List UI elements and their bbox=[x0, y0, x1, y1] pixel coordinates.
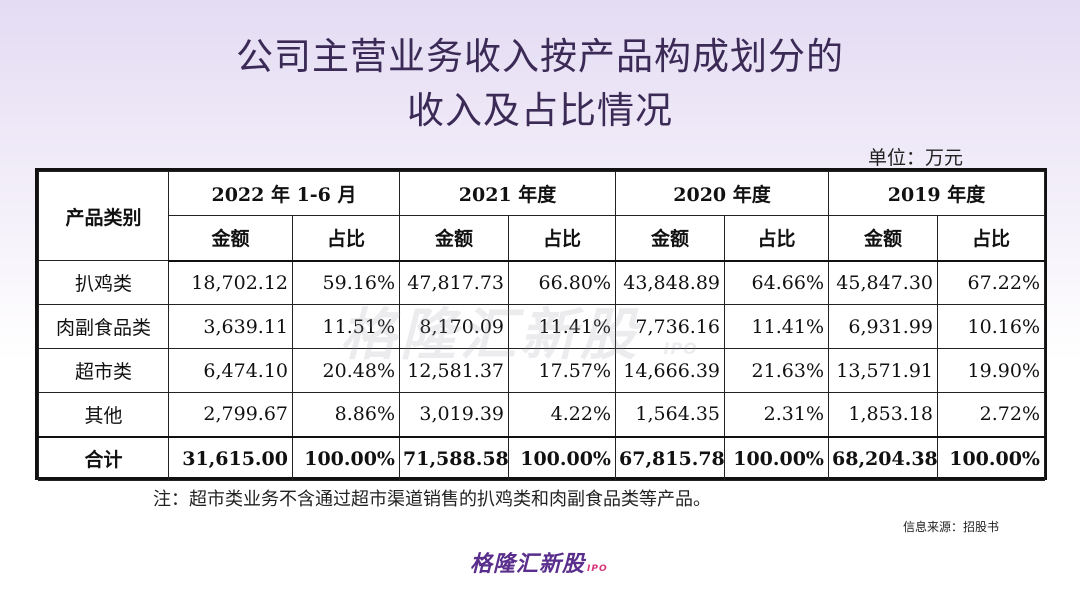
brand-logo: 格隆汇新股 IPO bbox=[470, 546, 608, 578]
amount-cell: 71,588.58 bbox=[399, 435, 509, 481]
amount-cell: 14,666.39 bbox=[615, 348, 725, 393]
ratio-cell: 17.57% bbox=[508, 348, 616, 393]
ratio-header: 占比 bbox=[508, 215, 616, 262]
unit-label: 单位：万元 bbox=[868, 147, 964, 169]
amount-header: 金额 bbox=[615, 215, 725, 262]
ratio-header: 占比 bbox=[724, 215, 829, 262]
header-row-metrics: 金额 占比 金额 占比 金额 占比 金额 占比 bbox=[39, 215, 1045, 262]
ratio-cell: 59.16% bbox=[292, 260, 400, 305]
ratio-cell: 100.00% bbox=[937, 435, 1045, 481]
period-header: 2021 年度 bbox=[399, 171, 616, 216]
amount-cell: 3,019.39 bbox=[399, 392, 509, 437]
amount-header: 金额 bbox=[828, 215, 938, 262]
period-header: 2019 年度 bbox=[828, 171, 1045, 216]
ratio-cell: 20.48% bbox=[292, 348, 400, 393]
amount-cell: 43,848.89 bbox=[615, 260, 725, 305]
ratio-cell: 11.41% bbox=[508, 304, 616, 349]
logo-suffix: IPO bbox=[587, 564, 608, 574]
page-title-line1: 公司主营业务收入按产品构成划分的 bbox=[236, 35, 844, 78]
row-category: 扒鸡类 bbox=[38, 260, 169, 305]
row-category: 肉副食品类 bbox=[38, 304, 169, 349]
amount-cell: 8,170.09 bbox=[399, 304, 509, 349]
amount-cell: 12,581.37 bbox=[399, 348, 509, 393]
ratio-cell: 11.51% bbox=[292, 304, 400, 349]
total-row: 合计 31,615.00 100.00% 71,588.58 100.00% 67,815… bbox=[38, 435, 1045, 481]
table-row: 肉副食品类 3,639.11 11.51% 8,170.09 11.41% 7,736.1… bbox=[38, 304, 1045, 349]
ratio-cell: 2.72% bbox=[937, 392, 1045, 437]
page-title-line2: 收入及占比情况 bbox=[407, 89, 673, 132]
ratio-cell: 11.41% bbox=[724, 304, 829, 349]
amount-cell: 67,815.78 bbox=[615, 435, 725, 481]
amount-cell: 7,736.16 bbox=[615, 304, 725, 349]
category-header: 产品类别 bbox=[38, 171, 169, 261]
amount-cell: 45,847.30 bbox=[828, 260, 938, 305]
header-row-periods: 产品类别 2022 年 1-6 月 2021 年度 2020 年度 2019 年… bbox=[38, 171, 1045, 261]
source-label: 信息来源：招股书 bbox=[903, 520, 1000, 534]
ratio-header: 占比 bbox=[292, 215, 400, 262]
period-header: 2020 年度 bbox=[615, 171, 829, 216]
amount-cell: 1,853.18 bbox=[828, 392, 938, 437]
ratio-cell: 100.00% bbox=[508, 435, 616, 481]
amount-cell: 13,571.91 bbox=[828, 348, 938, 393]
amount-header: 金额 bbox=[168, 215, 293, 262]
revenue-table: 产品类别 2022 年 1-6 月 2021 年度 2020 年度 2019 年… bbox=[38, 171, 1045, 481]
ratio-header: 占比 bbox=[937, 215, 1045, 262]
table-note: 注：超市类业务不含通过超市渠道销售的扒鸡类和肉副食品类等产品。 bbox=[153, 489, 711, 510]
ratio-cell: 64.66% bbox=[724, 260, 829, 305]
ratio-cell: 19.90% bbox=[937, 348, 1045, 393]
ratio-cell: 4.22% bbox=[508, 392, 616, 437]
table-row: 超市类 6,474.10 20.48% 12,581.37 17.57% 14,666.3… bbox=[38, 348, 1045, 393]
table-body: 扒鸡类 18,702.12 59.16% 47,817.73 66.80% 43,848.… bbox=[38, 260, 1045, 481]
ratio-cell: 8.86% bbox=[292, 392, 400, 437]
table-row: 扒鸡类 18,702.12 59.16% 47,817.73 66.80% 43,848.… bbox=[38, 260, 1045, 305]
row-category: 其他 bbox=[38, 392, 169, 437]
logo-text: 格隆汇新股 bbox=[470, 552, 586, 577]
row-category: 合计 bbox=[38, 435, 169, 481]
revenue-table-container: 产品类别 2022 年 1-6 月 2021 年度 2020 年度 2019 年… bbox=[35, 168, 1047, 481]
ratio-cell: 66.80% bbox=[508, 260, 616, 305]
ratio-cell: 67.22% bbox=[937, 260, 1045, 305]
ratio-cell: 100.00% bbox=[292, 435, 400, 481]
period-header: 2022 年 1-6 月 bbox=[168, 171, 400, 216]
amount-cell: 68,204.38 bbox=[828, 435, 938, 481]
amount-cell: 1,564.35 bbox=[615, 392, 725, 437]
row-category: 超市类 bbox=[38, 348, 169, 393]
amount-cell: 6,474.10 bbox=[168, 348, 293, 393]
amount-cell: 6,931.99 bbox=[828, 304, 938, 349]
amount-cell: 2,799.67 bbox=[168, 392, 293, 437]
ratio-cell: 100.00% bbox=[724, 435, 829, 481]
amount-header: 金额 bbox=[399, 215, 509, 262]
amount-cell: 3,639.11 bbox=[168, 304, 293, 349]
ratio-cell: 10.16% bbox=[937, 304, 1045, 349]
table-row: 其他 2,799.67 8.86% 3,019.39 4.22% 1,564.35 2.31… bbox=[38, 392, 1045, 437]
ratio-cell: 2.31% bbox=[724, 392, 829, 437]
amount-cell: 18,702.12 bbox=[168, 260, 293, 305]
amount-cell: 47,817.73 bbox=[399, 260, 509, 305]
ratio-cell: 21.63% bbox=[724, 348, 829, 393]
amount-cell: 31,615.00 bbox=[168, 435, 293, 481]
